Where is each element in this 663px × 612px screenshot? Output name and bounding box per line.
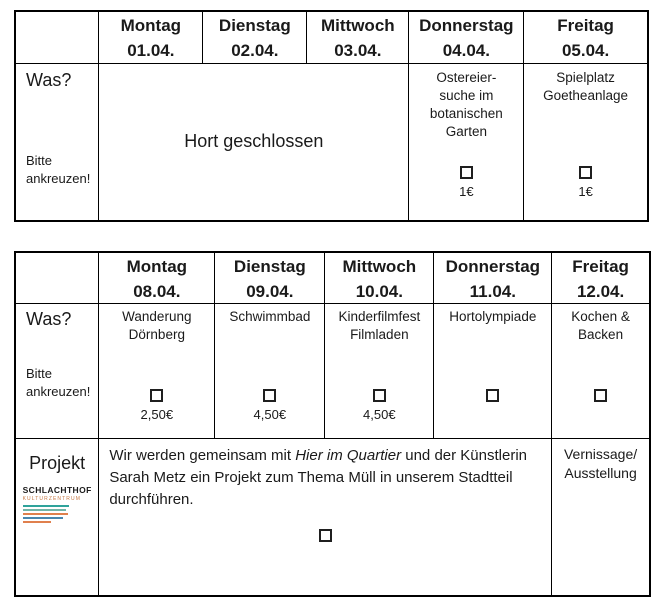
was-label: Was? bbox=[26, 69, 72, 90]
check-hint-label: Bitte ankreuzen! bbox=[26, 366, 91, 399]
week2-day-header-dienstag: Dienstag 09.04. bbox=[214, 251, 326, 304]
week2-corner-cell bbox=[14, 251, 100, 304]
day-date: 08.04. bbox=[133, 282, 181, 301]
day-date: 01.04. bbox=[127, 41, 175, 60]
week1-corner-cell bbox=[14, 10, 100, 64]
logo-stripe-orange-short bbox=[22, 521, 51, 523]
week1-day-header-dienstag: Dienstag 02.04. bbox=[202, 10, 308, 64]
day-date: 11.04. bbox=[469, 282, 516, 301]
checkbox-week2-dienstag[interactable] bbox=[263, 389, 277, 402]
activity-name: Hortolympiade bbox=[449, 309, 537, 324]
week1-table: Montag 01.04. Dienstag 02.04. Mittwoch 0… bbox=[14, 10, 649, 222]
logo-title: SCHLACHTHOF bbox=[22, 485, 92, 495]
week1-day-header-freitag: Freitag 05.04. bbox=[523, 10, 649, 64]
checkbox-week1-donnerstag[interactable] bbox=[459, 165, 473, 179]
day-date: 05.04. bbox=[561, 41, 610, 60]
checkbox-week2-donnerstag[interactable] bbox=[486, 389, 500, 402]
logo-subtitle: KULTURZENTRUM bbox=[22, 496, 81, 502]
week2-row-label-cell: Was? Bitte ankreuzen! bbox=[14, 303, 100, 439]
logo-stripe-orange bbox=[22, 513, 68, 515]
day-name: Dienstag bbox=[233, 257, 306, 276]
week1-donnerstag-cell: Ostereier- suche im botanischen Garten 1… bbox=[408, 62, 525, 222]
check-hint-label: Bitte ankreuzen! bbox=[26, 152, 91, 186]
activity-name: Kochen & Backen bbox=[571, 309, 630, 342]
projekt-label: Projekt bbox=[29, 453, 86, 473]
day-date: 10.04. bbox=[355, 282, 403, 301]
project-description-cell: Wir werden gemeinsam mit Hier im Quartie… bbox=[98, 438, 553, 596]
day-name: Montag bbox=[126, 257, 188, 276]
project-partner-name: Hier im Quartier bbox=[295, 447, 402, 464]
day-name: Donnerstag bbox=[445, 257, 541, 276]
week1-day-header-mittwoch: Mittwoch 03.04. bbox=[306, 10, 410, 64]
project-freitag-cell: Vernissage/ Ausstellung bbox=[551, 438, 651, 596]
week2-montag-cell: Wanderung Dörnberg 2,50€ bbox=[98, 303, 216, 439]
week2-donnerstag-cell: Hortolympiade bbox=[433, 303, 553, 439]
week2-day-header-montag: Montag 08.04. bbox=[98, 251, 216, 304]
was-label: Was? bbox=[26, 309, 72, 329]
day-date: 12.04. bbox=[576, 282, 625, 301]
checkbox-week2-freitag[interactable] bbox=[594, 389, 608, 402]
vernissage-label: Vernissage/ Ausstellung bbox=[563, 446, 638, 481]
activity-price: 4,50€ bbox=[363, 407, 396, 422]
logo-stripe-blue bbox=[22, 517, 63, 519]
week1-day-header-montag: Montag 01.04. bbox=[98, 10, 204, 64]
activity-price: 1€ bbox=[578, 183, 593, 199]
checkbox-week2-mittwoch[interactable] bbox=[372, 389, 386, 402]
day-date: 02.04. bbox=[231, 41, 279, 60]
closed-notice: Hort geschlossen bbox=[184, 131, 324, 151]
day-name: Donnerstag bbox=[419, 16, 514, 35]
activity-price: 4,50€ bbox=[253, 407, 287, 422]
week2-mittwoch-cell: Kinderfilmfest Filmladen 4,50€ bbox=[324, 303, 435, 439]
week1-closed-cell: Hort geschlossen bbox=[98, 62, 410, 222]
day-name: Freitag bbox=[572, 257, 629, 276]
activity-name: Kinderfilmfest Filmladen bbox=[338, 309, 421, 342]
week2-day-header-mittwoch: Mittwoch 10.04. bbox=[324, 251, 435, 304]
checkbox-project[interactable] bbox=[318, 529, 332, 542]
day-date: 04.04. bbox=[442, 41, 490, 60]
activity-name: Schwimmbad bbox=[229, 309, 311, 324]
day-name: Mittwoch bbox=[321, 16, 395, 35]
week2-day-header-freitag: Freitag 12.04. bbox=[551, 251, 651, 304]
week1-row-label-cell: Was? Bitte ankreuzen! bbox=[14, 62, 100, 222]
week2-freitag-cell: Kochen & Backen bbox=[551, 303, 651, 439]
day-date: 03.04. bbox=[334, 41, 382, 60]
project-label-cell: Projekt SCHLACHTHOF KULTURZENTRUM bbox=[14, 438, 100, 596]
week2-dienstag-cell: Schwimmbad 4,50€ bbox=[214, 303, 326, 439]
day-name: Montag bbox=[120, 16, 182, 35]
logo-stripe-light-teal bbox=[22, 509, 66, 511]
activity-name: Spielplatz Goetheanlage bbox=[543, 69, 628, 103]
week1-day-header-donnerstag: Donnerstag 04.04. bbox=[408, 10, 525, 64]
week2-table: Montag 08.04. Dienstag 09.04. Mittwoch 1… bbox=[14, 251, 651, 597]
week1-freitag-cell: Spielplatz Goetheanlage 1€ bbox=[523, 62, 649, 222]
day-name: Mittwoch bbox=[342, 257, 417, 276]
day-name: Freitag bbox=[557, 16, 614, 35]
activity-price: 2,50€ bbox=[140, 407, 174, 422]
logo-stripes bbox=[22, 505, 92, 523]
activity-name: Ostereier- suche im botanischen Garten bbox=[429, 69, 503, 139]
schedule-page: Montag 01.04. Dienstag 02.04. Mittwoch 0… bbox=[14, 10, 651, 597]
schlachthof-logo: SCHLACHTHOF KULTURZENTRUM bbox=[22, 485, 92, 525]
checkbox-week2-montag[interactable] bbox=[150, 389, 164, 402]
day-date: 09.04. bbox=[246, 282, 294, 301]
week2-day-header-donnerstag: Donnerstag 11.04. bbox=[433, 251, 553, 304]
day-name: Dienstag bbox=[218, 16, 291, 35]
activity-name: Wanderung Dörnberg bbox=[122, 309, 192, 342]
checkbox-week1-freitag[interactable] bbox=[579, 165, 593, 179]
logo-stripe-teal bbox=[22, 505, 69, 507]
activity-price: 1€ bbox=[459, 183, 474, 199]
project-description: Wir werden gemeinsam mit Hier im Quartie… bbox=[109, 447, 527, 508]
